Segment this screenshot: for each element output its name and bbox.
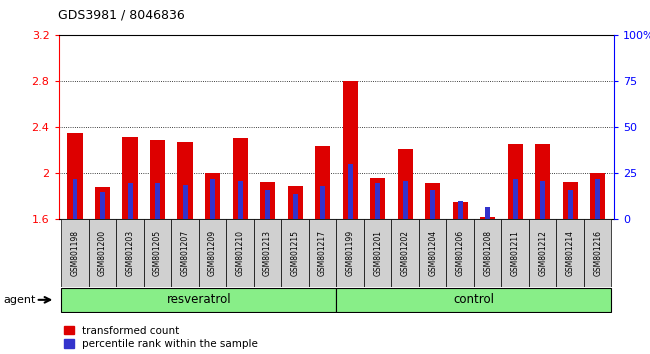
FancyBboxPatch shape: [226, 219, 254, 287]
Text: GSM801209: GSM801209: [208, 230, 217, 276]
Bar: [595, 179, 600, 219]
Bar: [150, 140, 165, 219]
Bar: [375, 183, 380, 219]
Text: GSM801210: GSM801210: [235, 230, 244, 276]
Text: GSM801214: GSM801214: [566, 230, 575, 276]
Text: GSM801203: GSM801203: [125, 230, 135, 276]
Bar: [73, 179, 77, 219]
Text: GSM801211: GSM801211: [511, 230, 520, 276]
FancyBboxPatch shape: [61, 219, 89, 287]
FancyBboxPatch shape: [364, 219, 391, 287]
Text: GSM801217: GSM801217: [318, 230, 327, 276]
Bar: [398, 149, 413, 219]
Text: control: control: [454, 293, 495, 306]
Bar: [452, 202, 468, 219]
Text: GSM801205: GSM801205: [153, 230, 162, 276]
Bar: [480, 217, 495, 219]
Bar: [403, 181, 408, 219]
Bar: [177, 142, 192, 219]
Bar: [458, 201, 463, 219]
FancyBboxPatch shape: [447, 219, 474, 287]
Bar: [233, 138, 248, 219]
Bar: [100, 192, 105, 219]
FancyBboxPatch shape: [61, 288, 337, 312]
FancyBboxPatch shape: [172, 219, 199, 287]
Bar: [315, 146, 330, 219]
Bar: [292, 194, 298, 219]
Bar: [563, 182, 578, 219]
Bar: [425, 183, 440, 219]
Bar: [370, 178, 385, 219]
FancyBboxPatch shape: [501, 219, 529, 287]
FancyBboxPatch shape: [116, 219, 144, 287]
Text: GSM801206: GSM801206: [456, 230, 465, 276]
FancyBboxPatch shape: [144, 219, 172, 287]
Text: GSM801213: GSM801213: [263, 230, 272, 276]
Bar: [513, 179, 517, 219]
Bar: [68, 133, 83, 219]
FancyBboxPatch shape: [391, 219, 419, 287]
Bar: [265, 190, 270, 219]
Text: GSM801207: GSM801207: [181, 230, 190, 276]
Bar: [535, 143, 551, 219]
Bar: [348, 164, 352, 219]
Text: GSM801208: GSM801208: [483, 230, 492, 276]
Text: GDS3981 / 8046836: GDS3981 / 8046836: [58, 9, 185, 22]
Bar: [205, 173, 220, 219]
FancyBboxPatch shape: [584, 219, 612, 287]
Text: GSM801212: GSM801212: [538, 230, 547, 276]
Bar: [485, 207, 490, 219]
Bar: [320, 186, 325, 219]
Text: GSM801200: GSM801200: [98, 230, 107, 276]
FancyBboxPatch shape: [529, 219, 556, 287]
FancyBboxPatch shape: [474, 219, 501, 287]
Bar: [567, 190, 573, 219]
Bar: [183, 184, 188, 219]
Bar: [238, 181, 242, 219]
Text: GSM801198: GSM801198: [70, 230, 79, 276]
Bar: [540, 181, 545, 219]
FancyBboxPatch shape: [254, 219, 281, 287]
FancyBboxPatch shape: [337, 288, 612, 312]
Bar: [260, 182, 275, 219]
Bar: [430, 190, 435, 219]
Bar: [95, 187, 110, 219]
Bar: [508, 143, 523, 219]
Text: GSM801199: GSM801199: [346, 230, 355, 276]
Text: GSM801204: GSM801204: [428, 230, 437, 276]
Bar: [210, 179, 215, 219]
Bar: [155, 183, 160, 219]
FancyBboxPatch shape: [337, 219, 364, 287]
Text: GSM801215: GSM801215: [291, 230, 300, 276]
Text: GSM801201: GSM801201: [373, 230, 382, 276]
Legend: transformed count, percentile rank within the sample: transformed count, percentile rank withi…: [64, 326, 258, 349]
Text: resveratrol: resveratrol: [166, 293, 231, 306]
Text: GSM801202: GSM801202: [400, 230, 410, 276]
FancyBboxPatch shape: [281, 219, 309, 287]
FancyBboxPatch shape: [419, 219, 447, 287]
Text: GSM801216: GSM801216: [593, 230, 603, 276]
Bar: [127, 183, 133, 219]
FancyBboxPatch shape: [89, 219, 116, 287]
FancyBboxPatch shape: [556, 219, 584, 287]
FancyBboxPatch shape: [199, 219, 226, 287]
Bar: [287, 186, 303, 219]
FancyBboxPatch shape: [309, 219, 337, 287]
Bar: [590, 173, 605, 219]
Bar: [343, 81, 358, 219]
Bar: [122, 137, 138, 219]
Text: agent: agent: [3, 295, 36, 305]
